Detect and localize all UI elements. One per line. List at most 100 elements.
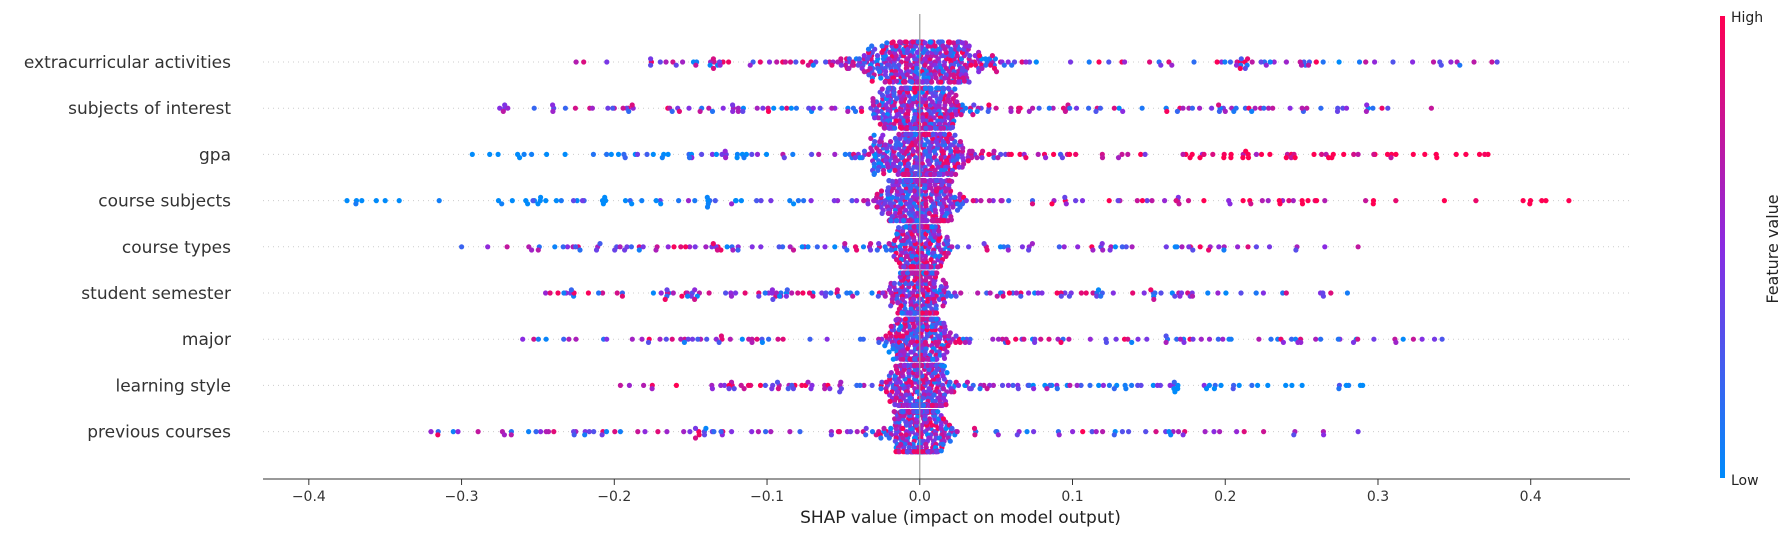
data-point	[1448, 59, 1454, 65]
data-point	[948, 293, 954, 299]
data-point	[1015, 108, 1022, 114]
data-point	[727, 336, 733, 342]
x-tick-label: 0.4	[1520, 489, 1542, 505]
data-point	[639, 336, 645, 342]
data-point	[908, 306, 914, 312]
data-point	[1473, 198, 1479, 204]
data-point	[896, 225, 902, 231]
data-point	[1067, 59, 1074, 65]
data-point	[1290, 198, 1296, 204]
data-point	[990, 382, 997, 388]
data-point	[711, 429, 717, 435]
data-point	[1080, 429, 1086, 435]
data-point	[577, 247, 583, 253]
data-point	[1005, 247, 1011, 253]
data-point	[1336, 386, 1342, 392]
data-point	[1313, 336, 1319, 342]
data-point	[964, 379, 971, 385]
data-point	[1035, 151, 1041, 157]
data-point	[1177, 293, 1183, 299]
data-point	[869, 78, 875, 84]
data-point	[709, 108, 716, 114]
data-point	[1289, 382, 1295, 388]
data-point	[935, 409, 941, 415]
data-point	[508, 432, 514, 438]
data-point	[495, 198, 502, 204]
data-point	[1326, 155, 1332, 161]
data-point	[1286, 198, 1292, 204]
data-point	[1189, 293, 1196, 299]
data-point	[877, 139, 883, 145]
data-point	[713, 151, 720, 157]
data-point	[888, 139, 894, 145]
data-point	[653, 198, 659, 204]
data-point	[932, 43, 938, 49]
data-point	[1120, 108, 1126, 114]
data-point	[949, 244, 955, 250]
data-point	[861, 53, 867, 59]
data-point	[1056, 244, 1062, 250]
data-point	[881, 171, 887, 177]
data-point	[944, 171, 950, 177]
data-point	[755, 429, 762, 435]
data-point	[908, 131, 914, 137]
data-point	[1119, 151, 1125, 157]
data-point	[777, 293, 783, 299]
data-point	[875, 167, 881, 173]
data-point	[612, 247, 618, 253]
data-point	[1163, 244, 1169, 250]
data-point	[1237, 65, 1243, 71]
x-tick-label: 0.0	[909, 489, 931, 505]
data-point	[1014, 432, 1020, 438]
data-point	[733, 198, 739, 204]
data-point	[610, 105, 616, 111]
data-point	[1062, 290, 1068, 296]
data-point	[787, 429, 793, 435]
data-point	[787, 59, 794, 65]
data-point	[1215, 290, 1221, 296]
data-point	[1457, 62, 1463, 68]
data-point	[1126, 429, 1132, 435]
data-point	[1197, 244, 1203, 250]
data-point	[908, 125, 914, 131]
data-point	[760, 105, 766, 111]
data-point	[1283, 290, 1289, 296]
data-point	[543, 198, 549, 204]
data-point	[1066, 336, 1072, 342]
data-point	[903, 224, 909, 230]
data-point	[953, 333, 959, 339]
data-point	[944, 135, 950, 141]
data-point	[568, 287, 575, 293]
data-point	[1299, 105, 1305, 111]
data-point	[930, 356, 936, 362]
data-point	[922, 142, 928, 148]
data-point	[953, 339, 959, 345]
data-point	[878, 188, 885, 194]
data-point	[922, 40, 928, 46]
data-point	[789, 290, 795, 296]
data-point	[799, 244, 805, 250]
data-point	[692, 198, 698, 204]
data-point	[1453, 151, 1459, 157]
data-point	[1393, 151, 1399, 157]
data-point	[1054, 386, 1060, 392]
data-point	[1067, 382, 1073, 388]
data-point	[1086, 105, 1092, 111]
data-point	[735, 108, 741, 114]
data-point	[928, 171, 934, 177]
data-point	[648, 56, 654, 62]
data-point	[721, 382, 728, 388]
data-point	[521, 151, 527, 157]
data-point	[805, 244, 811, 250]
data-point	[1267, 59, 1273, 65]
feature-label: course subjects	[98, 192, 231, 212]
data-point	[879, 379, 885, 385]
data-point	[904, 330, 910, 336]
data-point	[968, 62, 974, 68]
data-point	[1340, 105, 1346, 111]
data-point	[774, 379, 781, 385]
data-point	[1379, 105, 1385, 111]
data-point	[930, 409, 936, 415]
data-point	[650, 290, 657, 296]
data-point	[860, 336, 866, 342]
